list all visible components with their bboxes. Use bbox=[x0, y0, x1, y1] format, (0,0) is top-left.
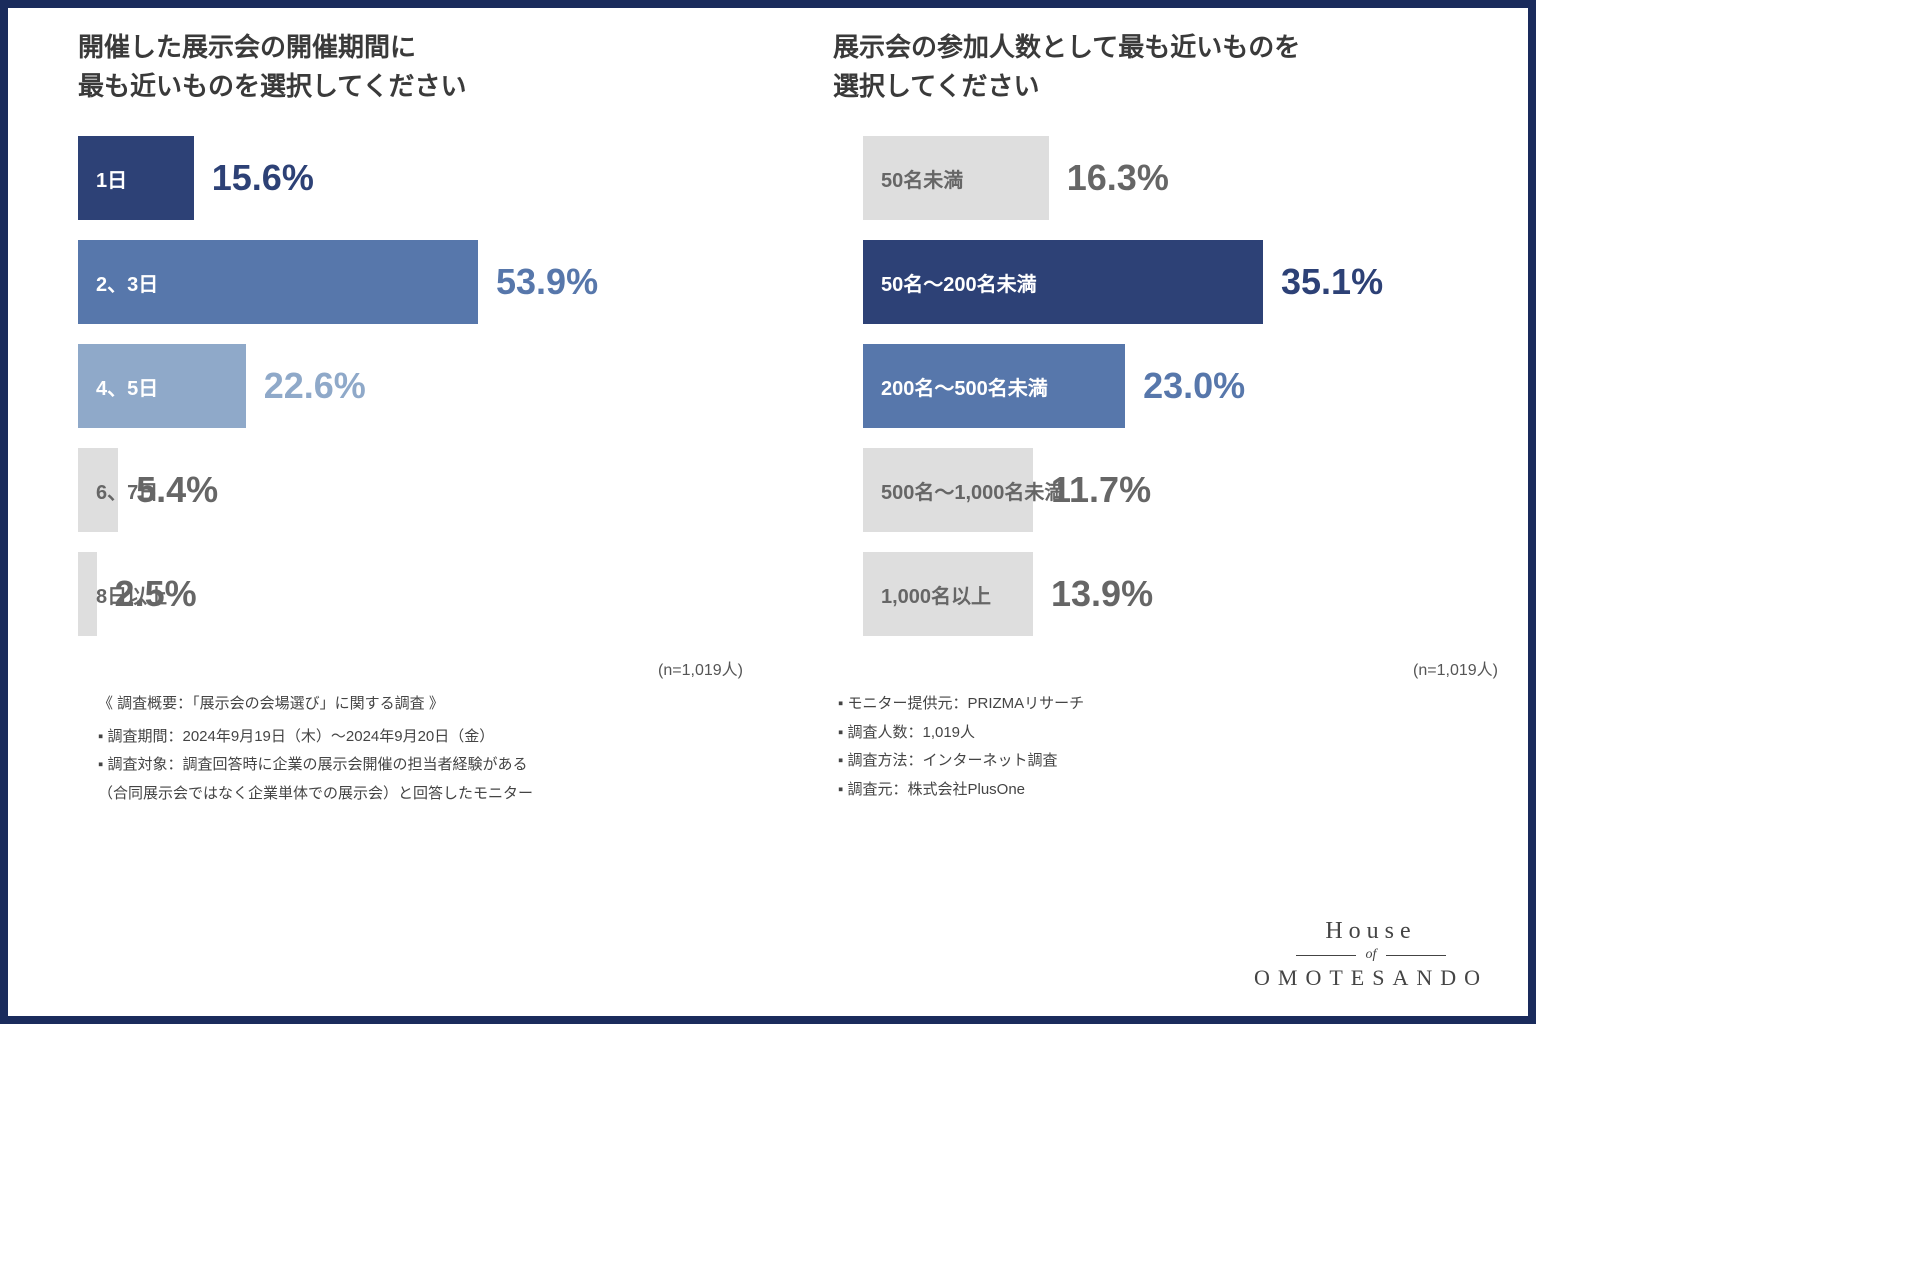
bar-row: 50名未満 16.3% bbox=[863, 136, 1498, 220]
bar-row: 200名～500名未満 23.0% bbox=[863, 344, 1498, 428]
bar: 50名未満 bbox=[863, 136, 1049, 220]
footer-left: 《 調査概要：「展示会の会場選び」に関する調査 》 ▪ 調査期間：2024年9月… bbox=[98, 690, 758, 808]
bar: 50名～200名未満 bbox=[863, 240, 1263, 324]
footer-left-title: 《 調査概要：「展示会の会場選び」に関する調査 》 bbox=[98, 690, 758, 719]
bar-row: 8日以上 2.5% bbox=[78, 552, 743, 636]
bar: 2、3日 bbox=[78, 240, 478, 324]
bar-row: 2、3日 53.9% bbox=[78, 240, 743, 324]
bar-value: 13.9% bbox=[1051, 573, 1153, 615]
bar: 1日 bbox=[78, 136, 194, 220]
bar: 4、5日 bbox=[78, 344, 246, 428]
logo: House of OMOTESANDO bbox=[1254, 918, 1488, 991]
chart-left-title: 開催した展示会の開催期間に 最も近いものを選択してください bbox=[78, 28, 743, 106]
footer-line: ▪ 調査人数：1,019人 bbox=[838, 719, 1498, 748]
bar: 200名～500名未満 bbox=[863, 344, 1125, 428]
bar: 8日以上 bbox=[78, 552, 97, 636]
bar: 6、7日 bbox=[78, 448, 118, 532]
chart-right-title-line2: 選択してください bbox=[833, 71, 1039, 101]
bar-row: 50名～200名未満 35.1% bbox=[863, 240, 1498, 324]
bar-value: 23.0% bbox=[1143, 365, 1245, 407]
charts-container: 開催した展示会の開催期間に 最も近いものを選択してください 1日 15.6% 2、3… bbox=[38, 28, 1498, 680]
footer-line: （合同展示会ではなく企業単体での展示会）と回答したモニター bbox=[98, 780, 758, 809]
footer-line: ▪ 調査方法：インターネット調査 bbox=[838, 747, 1498, 776]
chart-right-title: 展示会の参加人数として最も近いものを 選択してください bbox=[833, 28, 1498, 106]
logo-line-right bbox=[1386, 955, 1446, 956]
footer-line: ▪ 調査元：株式会社PlusOne bbox=[838, 776, 1498, 805]
chart-right-title-line1: 展示会の参加人数として最も近いものを bbox=[833, 32, 1300, 62]
bar-value: 15.6% bbox=[212, 157, 314, 199]
logo-line-left bbox=[1296, 955, 1356, 956]
chart-right-bars: 50名未満 16.3% 50名～200名未満 35.1% 200名～500名未満 23.0… bbox=[793, 136, 1498, 636]
bar-value: 22.6% bbox=[264, 365, 366, 407]
footer-right: ▪ モニター提供元：PRIZMAリサーチ▪ 調査人数：1,019人▪ 調査方法：… bbox=[838, 690, 1498, 808]
bar-row: 6、7日 5.4% bbox=[78, 448, 743, 532]
chart-left-sample-size: (n=1,019人) bbox=[38, 656, 743, 680]
chart-left-title-line1: 開催した展示会の開催期間に bbox=[78, 32, 416, 62]
bar-value: 2.5% bbox=[115, 573, 197, 615]
footer-right-lines: ▪ モニター提供元：PRIZMAリサーチ▪ 調査人数：1,019人▪ 調査方法：… bbox=[838, 690, 1498, 804]
bar-value: 16.3% bbox=[1067, 157, 1169, 199]
logo-bottom: OMOTESANDO bbox=[1254, 965, 1488, 991]
bar-value: 11.7% bbox=[1051, 469, 1151, 511]
bar-value: 53.9% bbox=[496, 261, 598, 303]
footer-line: ▪ 調査期間：2024年9月19日（木）～2024年9月20日（金） bbox=[98, 723, 758, 752]
chart-left: 開催した展示会の開催期間に 最も近いものを選択してください 1日 15.6% 2、3… bbox=[38, 28, 743, 680]
logo-top: House bbox=[1254, 918, 1488, 945]
bar: 500名～1,000名未満 bbox=[863, 448, 1033, 532]
chart-right-sample-size: (n=1,019人) bbox=[793, 656, 1498, 680]
footer: 《 調査概要：「展示会の会場選び」に関する調査 》 ▪ 調査期間：2024年9月… bbox=[38, 690, 1498, 808]
logo-divider: of bbox=[1254, 947, 1488, 963]
bar-row: 500名～1,000名未満 11.7% bbox=[863, 448, 1498, 532]
bar-row: 1日 15.6% bbox=[78, 136, 743, 220]
chart-left-bars: 1日 15.6% 2、3日 53.9% 4、5日 22.6% 6、7日 5.4% 8日以上 2.5… bbox=[38, 136, 743, 636]
logo-of: of bbox=[1366, 947, 1377, 963]
footer-left-lines: ▪ 調査期間：2024年9月19日（木）～2024年9月20日（金）▪ 調査対象… bbox=[98, 723, 758, 809]
footer-line: ▪ モニター提供元：PRIZMAリサーチ bbox=[838, 690, 1498, 719]
bar: 1,000名以上 bbox=[863, 552, 1033, 636]
chart-right: 展示会の参加人数として最も近いものを 選択してください 50名未満16.3%50… bbox=[793, 28, 1498, 680]
bar-value: 35.1% bbox=[1281, 261, 1383, 303]
bar-value: 5.4% bbox=[136, 469, 218, 511]
footer-line: ▪ 調査対象：調査回答時に企業の展示会開催の担当者経験がある bbox=[98, 751, 758, 780]
chart-left-title-line2: 最も近いものを選択してください bbox=[78, 71, 466, 101]
bar-row: 1,000名以上 13.9% bbox=[863, 552, 1498, 636]
bar-row: 4、5日 22.6% bbox=[78, 344, 743, 428]
